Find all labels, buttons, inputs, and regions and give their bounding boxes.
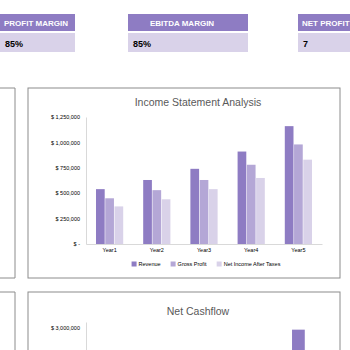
bar [209,189,218,244]
x-tick: Year1 [103,244,117,253]
legend-swatch [171,262,176,267]
bar [247,165,256,244]
y-tick-label: $ 250,000 [56,216,80,222]
bar [294,144,303,244]
kpi-header-bg [0,14,75,31]
kpi-value: 7 [303,39,308,49]
side-panel-border [0,292,15,350]
bar [285,126,294,244]
x-tick-label: Year3 [197,247,211,253]
y-tick-label: $ - [74,241,81,247]
x-tick-label: Year2 [150,247,164,253]
bar [238,152,247,244]
chart-title: Net Cashflow [167,305,230,317]
kpi-header-bg [128,14,248,31]
kpi-value-bg [298,33,350,52]
bar [190,169,199,244]
kpi-tile: NET PROFIT 7 [298,14,350,52]
x-tick: Year5 [291,244,305,253]
kpi-value-bg [128,33,248,52]
y-tick: $ 500,000 [56,190,86,196]
bar [256,178,265,244]
y-tick: $ - [74,241,86,247]
bar [303,160,312,244]
legend-label: Net Income After Taxes [224,261,281,267]
kpi-label: EBITDA MARGIN [150,19,214,28]
bar [115,206,124,244]
y-tick: $ 1,000,000 [51,140,86,146]
bars [96,126,312,244]
x-tick-label: Year5 [291,247,305,253]
y-axis: $ - $ 250,000 $ 500,000 $ 750,000 $ 1,000,00… [51,114,87,247]
y-tick-label: $ 750,000 [56,165,80,171]
y-tick: $ 750,000 [56,165,86,171]
y-tick-label: $ 1,000,000 [51,140,80,146]
y-tick-label: $ 500,000 [56,190,80,196]
x-tick-label: Year1 [103,247,117,253]
y-tick: $ 1,250,000 [51,114,86,120]
bar [96,189,105,244]
y-axis-line [86,118,87,245]
y-tick: $ 250,000 [56,216,86,222]
chart: Income Statement Analysis $ - $ 250,000 $ 5… [28,88,340,278]
kpi-value-bg [0,33,75,52]
x-tick-label: Year4 [244,247,258,253]
dashboard: PROFIT MARGIN 85% EBITDA MARGIN 85% NET PROF… [0,0,350,350]
chart: Net Cashflow $ 3,000,000 [28,292,340,350]
x-tick: Year4 [244,244,258,253]
legend-item: Net Income After Taxes [217,261,281,267]
kpi-label: NET PROFIT [302,19,350,28]
bar [200,180,209,244]
x-tick: Year3 [197,244,211,253]
kpi-tile: EBITDA MARGIN 85% [128,14,248,52]
bar [162,199,171,244]
legend-swatch [217,262,222,267]
x-axis: Year1 Year2 Year3 Year4 Year5 [87,244,323,253]
legend-label: Revenue [139,261,161,267]
chart-title: Income Statement Analysis [135,96,262,108]
legend-item: Revenue [132,261,161,267]
x-tick: Year2 [150,244,164,253]
kpi-header-bg [298,14,350,31]
chart-panel [28,88,340,278]
y-axis: $ 3,000,000 [51,323,87,350]
y-tick: $ 3,000,000 [51,325,86,331]
kpi-value: 85% [5,39,23,49]
bar [105,198,114,244]
kpi-value: 85% [133,39,151,49]
x-axis-line [87,244,323,245]
y-axis-line [86,323,87,350]
bar [143,180,152,244]
bars [292,330,305,350]
legend-item: Gross Profit [171,261,208,267]
y-tick-label: $ 3,000,000 [51,325,80,331]
legend-label: Gross Profit [178,261,208,267]
bar [152,190,161,244]
side-panel-border [0,88,15,278]
bar [292,330,305,350]
legend-swatch [132,262,137,267]
y-tick-label: $ 1,250,000 [51,114,80,120]
kpi-label: PROFIT MARGIN [4,19,68,28]
legend: Revenue Gross Profit Net Income After Taxe… [132,261,281,267]
kpi-tile: PROFIT MARGIN 85% [0,14,75,52]
